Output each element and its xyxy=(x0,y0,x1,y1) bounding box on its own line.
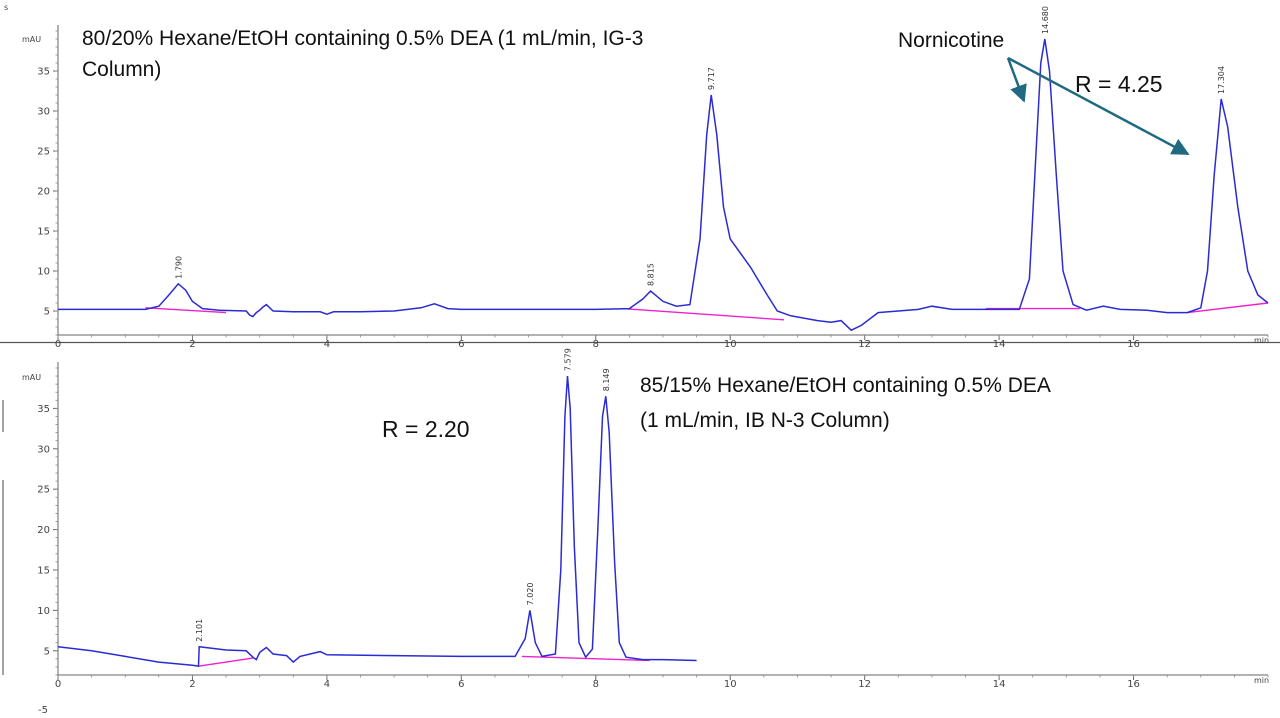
bot-peak-label-0: 2.101 xyxy=(195,619,204,642)
bottom-xlabel: min xyxy=(1254,676,1269,685)
top-ytick-label-5: 30 xyxy=(37,107,50,118)
top-peak-labels: 1.790 8.815 9.717 14.680 17.304 xyxy=(174,6,1226,286)
top-xtick-label-5: 10 xyxy=(724,339,737,350)
bottom-resolution-label: R = 2.20 xyxy=(382,416,470,442)
bot-xtick-label-5: 10 xyxy=(724,679,737,690)
top-ytick-label-4: 25 xyxy=(37,147,50,158)
top-ytick-label-2: 15 xyxy=(37,227,50,238)
top-baselines xyxy=(145,302,1269,321)
top-xtick-label-1: 2 xyxy=(189,339,195,350)
top-ytick-label-3: 20 xyxy=(37,187,50,198)
top-baseline-1 xyxy=(622,307,785,321)
bot-xtick-label-8: 16 xyxy=(1127,679,1140,690)
bottom-ylabel: mAU xyxy=(22,373,41,382)
bottom-chromatogram-line xyxy=(57,376,697,667)
top-ytick-label-1: 10 xyxy=(37,267,50,278)
bottom-baselines xyxy=(199,655,650,667)
bot-baseline-1 xyxy=(521,655,650,662)
bot-ytick-label-4: 25 xyxy=(37,485,50,496)
top-xtick-label-6: 12 xyxy=(858,339,871,350)
top-peak-label-4: 17.304 xyxy=(1217,66,1226,94)
stray-mark-bottom: -5 xyxy=(38,705,48,716)
top-baseline-0 xyxy=(145,307,227,314)
top-xtick-label-3: 6 xyxy=(458,339,464,350)
bot-xtick-label-7: 14 xyxy=(993,679,1006,690)
top-xtick-label-2: 4 xyxy=(324,339,330,350)
stray-mark-top: s xyxy=(4,3,8,12)
top-resolution-label: R = 4.25 xyxy=(1075,71,1163,97)
bottom-grid-axes: 0 2 4 6 8 10 12 14 16 5 10 15 20 25 30 35 xyxy=(37,362,1269,690)
bot-ytick-label-1: 10 xyxy=(37,606,50,617)
arrow-to-second-peak xyxy=(1007,56,1190,156)
top-xtick-label-4: 8 xyxy=(593,339,599,350)
top-xtick-label-8: 16 xyxy=(1127,339,1140,350)
nornicotine-label: Nornicotine xyxy=(898,29,1004,52)
top-peak-label-1: 8.815 xyxy=(647,263,656,286)
top-xlabel: min xyxy=(1254,336,1269,345)
bot-xtick-label-2: 4 xyxy=(324,679,330,690)
bot-xtick-label-3: 6 xyxy=(458,679,464,690)
chart-top: 0 2 4 6 8 10 12 14 16 5 10 15 20 25 30 35 1.790 8.815 9.7… xyxy=(22,6,1269,350)
bottom-title-line2: (1 mL/min, IB N-3 Column) xyxy=(640,409,890,432)
top-peak-label-3: 14.680 xyxy=(1041,6,1050,34)
top-xtick-label-0: 0 xyxy=(55,339,61,350)
arrow-to-first-peak xyxy=(1006,57,1027,103)
bot-ytick-label-6: 35 xyxy=(37,404,50,415)
top-xtick-label-7: 14 xyxy=(993,339,1006,350)
bot-peak-label-1: 7.020 xyxy=(526,582,535,605)
bot-xtick-label-1: 2 xyxy=(189,679,195,690)
top-peak-label-0: 1.790 xyxy=(174,256,183,279)
bot-xtick-label-6: 12 xyxy=(858,679,871,690)
bot-xtick-label-0: 0 xyxy=(55,679,61,690)
top-ytick-label-6: 35 xyxy=(37,67,50,78)
top-title-line2: Column) xyxy=(82,58,161,81)
chart-bottom: 0 2 4 6 8 10 12 14 16 5 10 15 20 25 30 35 2.101 7.020 7.5… xyxy=(22,348,1269,690)
top-peak-label-2: 9.717 xyxy=(707,67,716,90)
top-baseline-3 xyxy=(1187,302,1269,314)
bottom-peak-labels: 2.101 7.020 7.579 8.149 xyxy=(195,348,611,642)
top-ylabel: mAU xyxy=(22,35,41,44)
bot-ytick-label-0: 5 xyxy=(44,646,50,657)
top-chromatogram-line xyxy=(58,38,1269,332)
bot-baseline-0 xyxy=(199,657,254,667)
bot-peak-label-3: 8.149 xyxy=(602,368,611,391)
top-title-line1: 80/20% Hexane/EtOH containing 0.5% DEA (… xyxy=(82,27,643,50)
bottom-title-line1: 85/15% Hexane/EtOH containing 0.5% DEA xyxy=(640,374,1051,397)
bot-ytick-label-5: 30 xyxy=(37,444,50,455)
top-grid-axes: 0 2 4 6 8 10 12 14 16 5 10 15 20 25 30 35 xyxy=(37,25,1269,350)
bot-xtick-label-4: 8 xyxy=(593,679,599,690)
bot-ytick-label-2: 15 xyxy=(37,565,50,576)
bot-peak-label-2: 7.579 xyxy=(564,348,573,371)
bot-ytick-label-3: 20 xyxy=(37,525,50,536)
top-ytick-label-0: 5 xyxy=(44,307,50,318)
